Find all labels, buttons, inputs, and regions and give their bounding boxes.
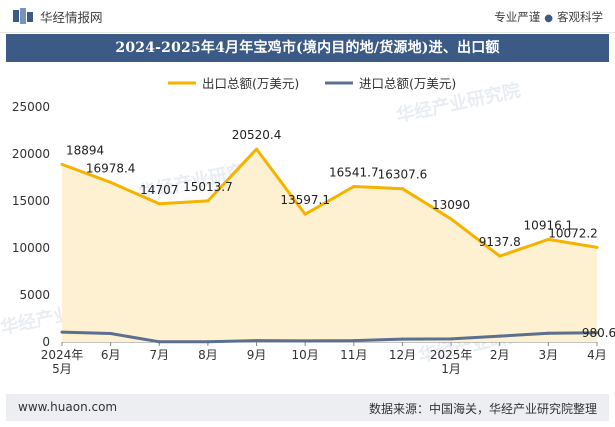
data-point-2 (449, 337, 453, 341)
y-tick-label: 15000 (12, 194, 50, 208)
brand[interactable]: 华经情报网 (13, 7, 103, 25)
data-label: 10072.2 (548, 226, 598, 240)
x-tick-label: 12月 (389, 348, 416, 362)
x-tick-label: 2024年 5月 (41, 348, 84, 376)
series-line-1 (61, 147, 598, 258)
data-point-1 (498, 254, 502, 258)
tagline-left: 专业严谨 (494, 10, 541, 24)
chart-title: 2024-2025年4月年宝鸡市(境内目的地/货源地)进、出口额 (115, 40, 500, 56)
data-point-2 (255, 339, 259, 343)
x-tick-label: 2025年 1月 (430, 348, 473, 376)
x-tick-label: 10月 (292, 348, 319, 362)
data-labels: 18894 16978.4 14707 15013.7 20520.4 13597.1 16… (66, 128, 615, 340)
data-point-2 (498, 334, 502, 338)
x-tick-label: 4月 (587, 348, 607, 362)
data-point-2 (303, 339, 307, 343)
data-point-1 (109, 180, 113, 184)
x-tick-label: 2月 (490, 348, 510, 362)
data-label: 13090 (432, 198, 470, 212)
data-point-1 (255, 147, 259, 151)
y-tick-label: 25000 (12, 100, 50, 114)
data-point-1 (303, 212, 307, 216)
data-label: 20520.4 (232, 128, 282, 142)
data-point-2 (546, 331, 550, 335)
data-point-1 (546, 237, 550, 241)
bullet-icon: ● (544, 13, 553, 24)
y-tick-label: 0 (42, 335, 50, 349)
data-label: 16307.6 (378, 168, 428, 182)
data-label: 9137.8 (479, 235, 521, 249)
data-label: 16978.4 (86, 161, 136, 175)
series-area-1 (62, 149, 597, 342)
data-point-1 (157, 202, 161, 206)
data-point-2 (400, 337, 404, 341)
data-label: 14707 (140, 183, 178, 197)
x-tick-label: 11月 (340, 348, 367, 362)
chart-title-bar: 2024-2025年4月年宝鸡市(境内目的地/货源地)进、出口额 (6, 34, 609, 62)
x-tick-label: 8月 (198, 348, 218, 362)
data-label: 980.6 (582, 326, 615, 340)
legend: 出口总额(万美元) 进口总额(万美元) (168, 76, 456, 91)
brand-name: 华经情报网 (40, 9, 103, 25)
top-header: 华经情报网 专业严谨 ● 客观科学 (0, 0, 615, 33)
data-point-2 (109, 332, 113, 336)
footer-source: 数据来源：中国海关，华经产业研究院整理 (368, 402, 597, 416)
data-label: 18894 (66, 143, 104, 157)
footer-website[interactable]: www.huaon.com (18, 400, 118, 414)
data-label: 16541.7 (329, 166, 379, 180)
tagline-right: 客观科学 (557, 10, 603, 24)
data-point-1 (400, 187, 404, 191)
tagline: 专业严谨 ● 客观科学 (494, 9, 603, 25)
brand-logo-icon (13, 8, 33, 24)
x-tick-label: 6月 (101, 348, 121, 362)
data-point-2 (157, 340, 161, 344)
legend-label-1: 出口总额(万美元) (202, 76, 299, 91)
data-point-1 (449, 217, 453, 221)
data-label: 15013.7 (183, 180, 233, 194)
plot-area (60, 147, 599, 344)
y-tick-label: 20000 (12, 147, 50, 161)
data-point-1 (595, 245, 599, 249)
x-tick-label: 7月 (149, 348, 169, 362)
data-point-1 (352, 185, 356, 189)
data-point-2 (595, 331, 599, 335)
series-line-2 (61, 330, 598, 344)
data-point-1 (60, 162, 64, 166)
axes: 0 5000 10000 15000 20000 25000 2024年 5月 6月 7月 8月 9月… (12, 100, 607, 376)
data-label: 10916.1 (524, 218, 574, 232)
y-tick-label: 5000 (19, 288, 50, 302)
chart: 华经产业研究院华经产业研究院华经产业研究院华经产业研究院 出口总额(万美元)进口… (0, 76, 615, 376)
data-point-2 (206, 340, 210, 344)
data-point-2 (60, 330, 64, 334)
footer: www.huaon.com 数据来源：中国海关，华经产业研究院整理 (6, 394, 609, 421)
x-tick-label: 9月 (247, 348, 267, 362)
legend-label-2: 进口总额(万美元) (359, 76, 456, 91)
data-label: 13597.1 (280, 193, 330, 207)
y-tick-label: 10000 (12, 241, 50, 255)
x-tick-label: 3月 (539, 348, 559, 362)
data-point-1 (206, 199, 210, 203)
data-point-2 (352, 339, 356, 343)
